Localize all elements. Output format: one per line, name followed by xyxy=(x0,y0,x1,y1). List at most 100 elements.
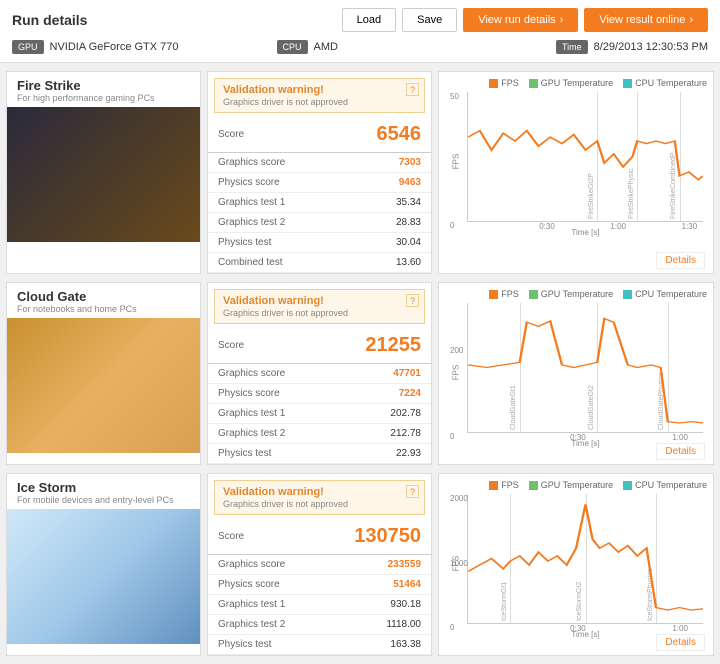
y-tick: 0 xyxy=(450,221,454,230)
score-label: Graphics test 1 xyxy=(218,408,285,419)
y-axis-label: FPS xyxy=(451,364,460,380)
time-label: Time xyxy=(556,40,588,54)
score-row: Graphics score 47701 xyxy=(208,364,431,384)
score-label: Score xyxy=(218,531,244,542)
score-row: Graphics test 1 35.34 xyxy=(208,193,431,213)
score-label: Graphics test 2 xyxy=(218,619,285,630)
score-label: Graphics test 1 xyxy=(218,197,285,208)
y-tick: 0 xyxy=(450,623,454,632)
chevron-right-icon: › xyxy=(560,14,564,26)
warning-subtitle: Graphics driver is not approved xyxy=(223,97,416,107)
legend-gpu-temp: GPU Temperature xyxy=(529,480,613,490)
score-label: Physics test xyxy=(218,639,271,650)
benchmark-image xyxy=(7,107,200,242)
score-value: 930.18 xyxy=(390,599,421,610)
chart-line xyxy=(468,92,703,221)
y-tick: 1000 xyxy=(450,559,468,568)
validation-warning: Validation warning! Graphics driver is n… xyxy=(214,480,425,515)
help-icon[interactable]: ? xyxy=(406,83,419,96)
benchmark-image xyxy=(7,318,200,453)
legend-cpu-temp: CPU Temperature xyxy=(623,480,707,490)
score-label: Score xyxy=(218,129,244,140)
benchmark-chart-panel: FPS GPU Temperature CPU Temperature FPS … xyxy=(438,282,714,465)
system-meta: GPU NVIDIA GeForce GTX 770 CPU AMD Time … xyxy=(12,40,708,54)
benchmark-card: Ice Storm For mobile devices and entry-l… xyxy=(6,473,714,656)
y-tick: 50 xyxy=(450,92,459,101)
time-value: 8/29/2013 12:30:53 PM xyxy=(594,41,708,53)
fps-chart: FPS 02000:301:00 CloudGateGt1 CloudGateG… xyxy=(467,303,703,433)
x-tick: 1:30 xyxy=(682,222,698,231)
view-result-online-button[interactable]: View result online› xyxy=(584,8,708,32)
warning-title: Validation warning! xyxy=(223,84,416,96)
score-label: Physics score xyxy=(218,177,280,188)
score-label: Physics score xyxy=(218,579,280,590)
legend-gpu-temp: GPU Temperature xyxy=(529,289,613,299)
benchmark-info: Ice Storm For mobile devices and entry-l… xyxy=(6,473,201,656)
score-value: 7303 xyxy=(399,157,421,168)
run-details-header: Run details Load Save View run details› … xyxy=(0,0,720,63)
score-value: 202.78 xyxy=(390,408,421,419)
score-label: Physics test xyxy=(218,237,271,248)
load-button[interactable]: Load xyxy=(342,8,396,32)
score-value: 233559 xyxy=(388,559,421,570)
x-axis-label: Time [s] xyxy=(571,630,599,639)
chart-line xyxy=(468,494,703,623)
help-icon[interactable]: ? xyxy=(406,294,419,307)
score-label: Graphics score xyxy=(218,157,285,168)
score-value: 30.04 xyxy=(396,237,421,248)
chart-line xyxy=(468,303,703,432)
benchmark-info: Fire Strike For high performance gaming … xyxy=(6,71,201,274)
fps-chart: FPS 0100020000:301:00 IceStormGt1 IceSto… xyxy=(467,494,703,624)
score-value: 47701 xyxy=(393,368,421,379)
warning-subtitle: Graphics driver is not approved xyxy=(223,499,416,509)
legend-cpu-temp: CPU Temperature xyxy=(623,78,707,88)
header-buttons: Load Save View run details› View result … xyxy=(342,8,708,32)
score-value: 1118.00 xyxy=(386,619,421,630)
chart-legend: FPS GPU Temperature CPU Temperature xyxy=(445,480,707,490)
validation-warning: Validation warning! Graphics driver is n… xyxy=(214,289,425,324)
x-tick: 1:00 xyxy=(672,624,688,633)
benchmark-scores: Validation warning! Graphics driver is n… xyxy=(207,282,432,465)
benchmark-name: Cloud Gate xyxy=(17,289,190,304)
benchmark-scores: Validation warning! Graphics driver is n… xyxy=(207,473,432,656)
score-value: 28.83 xyxy=(396,217,421,228)
details-link[interactable]: Details xyxy=(656,252,705,269)
benchmark-card: Cloud Gate For notebooks and home PCs Va… xyxy=(6,282,714,465)
score-row: Graphics score 7303 xyxy=(208,153,431,173)
legend-fps: FPS xyxy=(489,78,519,88)
score-row: Combined test 13.60 xyxy=(208,253,431,273)
cpu-label: CPU xyxy=(277,40,308,54)
score-value: 13.60 xyxy=(396,257,421,268)
chevron-right-icon: › xyxy=(689,14,693,26)
page-title: Run details xyxy=(12,12,87,28)
legend-swatch xyxy=(489,79,498,88)
score-label: Graphics test 2 xyxy=(218,217,285,228)
gpu-value: NVIDIA GeForce GTX 770 xyxy=(50,41,179,53)
save-button[interactable]: Save xyxy=(402,8,457,32)
legend-swatch xyxy=(529,481,538,490)
score-value: 22.93 xyxy=(396,448,421,459)
details-link[interactable]: Details xyxy=(656,443,705,460)
score-value: 51464 xyxy=(393,579,421,590)
x-axis-label: Time [s] xyxy=(571,439,599,448)
benchmark-image xyxy=(7,509,200,644)
y-tick: 2000 xyxy=(450,494,468,503)
main-score-row: Score 21255 xyxy=(208,330,431,364)
view-run-details-button[interactable]: View run details› xyxy=(463,8,578,32)
y-tick: 200 xyxy=(450,346,463,355)
main-score-value: 6546 xyxy=(377,123,422,146)
benchmark-name: Ice Storm xyxy=(17,480,190,495)
help-icon[interactable]: ? xyxy=(406,485,419,498)
details-link[interactable]: Details xyxy=(656,634,705,651)
score-value: 7224 xyxy=(399,388,421,399)
score-row: Physics test 163.38 xyxy=(208,635,431,655)
warning-subtitle: Graphics driver is not approved xyxy=(223,308,416,318)
score-label: Physics test xyxy=(218,448,271,459)
score-label: Score xyxy=(218,340,244,351)
legend-fps: FPS xyxy=(489,289,519,299)
benchmark-chart-panel: FPS GPU Temperature CPU Temperature FPS … xyxy=(438,71,714,274)
benchmark-name: Fire Strike xyxy=(17,78,190,93)
score-label: Graphics score xyxy=(218,368,285,379)
legend-cpu-temp: CPU Temperature xyxy=(623,289,707,299)
score-row: Physics test 30.04 xyxy=(208,233,431,253)
